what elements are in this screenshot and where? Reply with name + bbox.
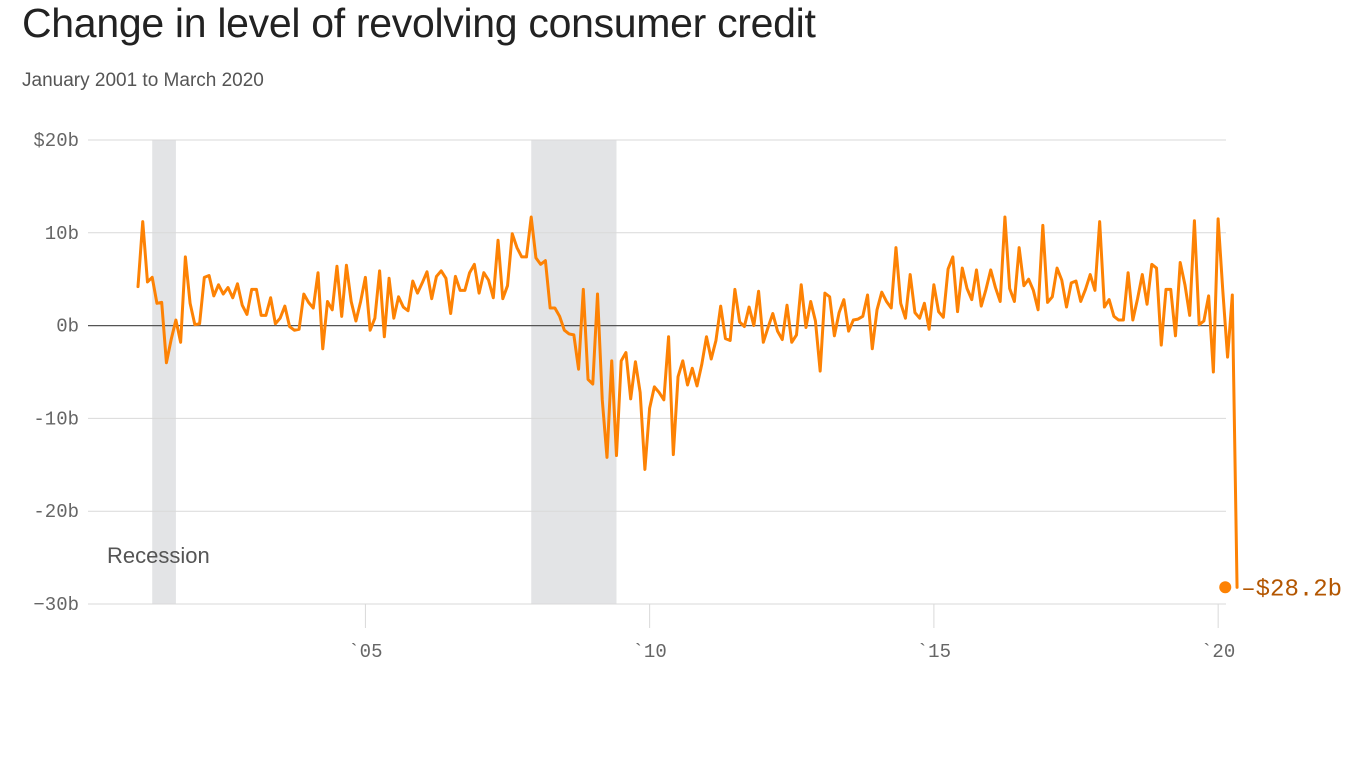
annotations: –$28.2b	[1219, 576, 1342, 603]
y-tick-label: 10b	[45, 223, 79, 245]
y-tick-label: 0b	[56, 316, 79, 338]
end-point-marker	[1219, 581, 1232, 594]
y-tick-label: -10b	[33, 408, 79, 430]
recession-label: Recession	[107, 543, 210, 568]
x-tick-label: `20	[1201, 641, 1235, 663]
axis-labels: $20b 10b 0b -10b -20b −30b `05 `10 `15 `20	[33, 130, 1235, 663]
recession-band-2	[531, 140, 617, 604]
end-value-label: –$28.2b	[1241, 576, 1342, 603]
gridlines	[88, 139, 1226, 605]
series-layer	[136, 215, 1239, 589]
recession-band-1	[152, 140, 176, 604]
y-tick-label: -20b	[33, 501, 79, 523]
chart-subtitle: January 2001 to March 2020	[22, 70, 264, 91]
recession-bands: Recession	[107, 140, 617, 604]
x-tick-label: `15	[917, 641, 951, 663]
chart-title: Change in level of revolving consumer cr…	[22, 0, 816, 46]
y-tick-label: −30b	[33, 594, 79, 616]
y-tick-label: $20b	[33, 130, 79, 152]
x-tick-label: `05	[348, 641, 382, 663]
series-line-1	[136, 215, 1239, 589]
x-tick-label: `10	[633, 641, 667, 663]
